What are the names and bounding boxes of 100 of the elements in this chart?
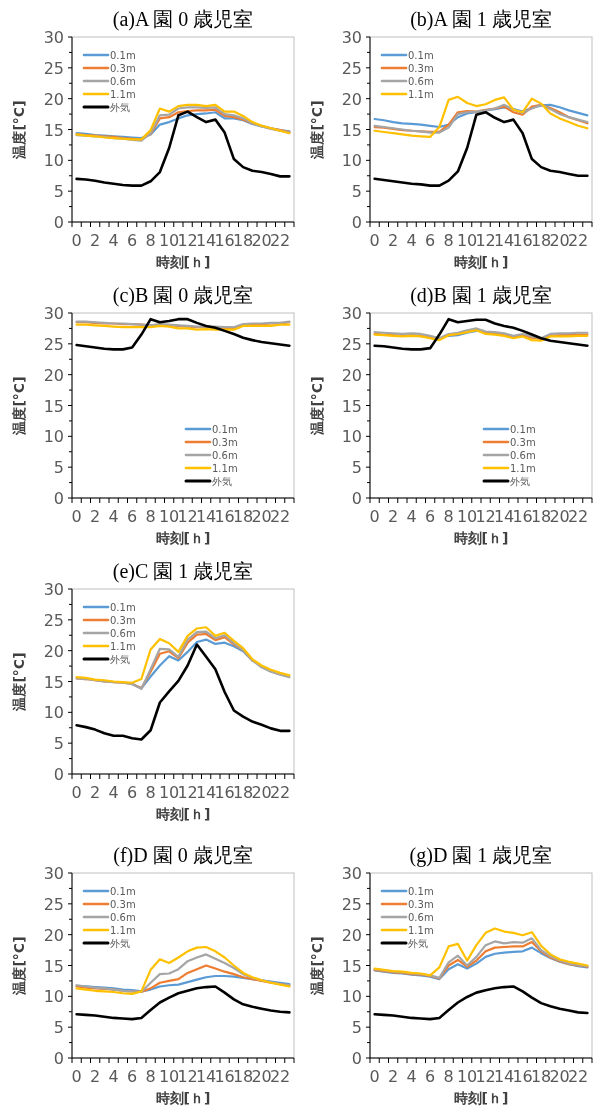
y-tick-label: 25 (341, 58, 362, 78)
x-axis-title: 時刻[ｈ] (155, 1090, 211, 1106)
x-tick-label: 8 (443, 1067, 454, 1086)
x-tick-label: 14 (195, 1067, 217, 1086)
y-tick-label: 20 (43, 925, 64, 945)
legend-label: 0.3m (212, 437, 238, 448)
y-tick-label: 30 (341, 864, 362, 883)
y-tick-label: 0 (351, 213, 362, 232)
y-tick-label: 0 (351, 489, 362, 508)
legend-label: 外気 (212, 476, 232, 487)
x-tick-label: 20 (251, 1067, 272, 1086)
x-tick-label: 14 (493, 507, 515, 526)
y-tick-label: 5 (53, 734, 64, 754)
line-series (75, 953, 291, 994)
x-tick-label: 16 (214, 231, 235, 250)
x-tick-label: 20 (549, 231, 570, 250)
x-tick-label: 12 (177, 783, 198, 802)
x-tick-label: 6 (127, 507, 138, 526)
x-tick-label: 6 (127, 783, 138, 802)
y-tick-label: 20 (43, 365, 64, 385)
legend-label: 0.1m (510, 424, 536, 435)
x-tick-label: 12 (177, 507, 198, 526)
y-tick-label: 15 (43, 672, 64, 692)
x-tick-label: 6 (127, 231, 138, 250)
x-tick-label: 12 (177, 231, 198, 250)
y-tick-label: 5 (53, 182, 64, 202)
chart-title: (a)A 園 0 歳児室 (112, 8, 254, 31)
y-tick-label: 15 (341, 956, 362, 976)
chart-title: (f)D 園 0 歳児室 (113, 844, 253, 867)
x-tick-label: 4 (406, 1067, 417, 1086)
y-tick-label: 10 (43, 151, 64, 171)
y-tick-label: 30 (341, 28, 362, 47)
x-tick-label: 8 (145, 1067, 156, 1086)
y-axis-title: 温度[°C] (309, 376, 325, 436)
chart-title: (c)B 園 0 歳児室 (112, 284, 254, 307)
legend-label: 外気 (110, 654, 130, 665)
x-tick-label: 16 (214, 783, 235, 802)
x-tick-label: 4 (108, 231, 119, 250)
x-tick-label: 10 (158, 1067, 180, 1086)
legend-label: 0.1m (110, 602, 136, 613)
legend-label: 1.1m (110, 641, 136, 652)
x-tick-label: 10 (456, 1067, 478, 1086)
x-tick-label: 2 (388, 1067, 399, 1086)
legend-label: 0.6m (110, 76, 136, 87)
y-tick-label: 30 (43, 304, 64, 323)
x-tick-label: 2 (388, 507, 399, 526)
x-tick-label: 14 (493, 231, 515, 250)
y-tick-label: 10 (341, 151, 362, 171)
x-axis-title: 時刻[ｈ] (155, 254, 211, 270)
chart-title: (g)D 園 1 歳児室 (409, 844, 553, 867)
legend-label: 1.1m (110, 89, 136, 100)
x-tick-label: 6 (425, 231, 436, 250)
y-tick-label: 10 (43, 427, 64, 447)
x-tick-label: 4 (108, 783, 119, 802)
x-tick-label: 0 (71, 1067, 82, 1086)
y-tick-label: 15 (341, 120, 362, 140)
x-tick-label: 16 (214, 507, 235, 526)
line-series (75, 630, 291, 690)
x-tick-label: 6 (425, 507, 436, 526)
y-tick-label: 20 (341, 89, 362, 109)
legend-label: 0.6m (212, 450, 238, 461)
x-tick-label: 0 (369, 231, 380, 250)
legend-label: 0.6m (110, 628, 136, 639)
legend-label: 0.3m (110, 63, 136, 74)
legend-label: 1.1m (110, 925, 136, 936)
x-tick-label: 4 (406, 231, 417, 250)
x-tick-label: 0 (71, 783, 82, 802)
x-tick-label: 20 (549, 507, 570, 526)
legend-label: 外気 (110, 102, 130, 113)
x-tick-label: 10 (158, 507, 180, 526)
chart-title: (e)C 園 1 歳児室 (112, 560, 254, 583)
y-tick-label: 30 (341, 304, 362, 323)
legend-label: 外気 (510, 476, 530, 487)
legend-label: 1.1m (408, 925, 434, 936)
x-tick-label: 0 (71, 231, 82, 250)
y-tick-label: 15 (43, 120, 64, 140)
x-tick-label: 8 (145, 231, 156, 250)
x-tick-label: 12 (177, 1067, 198, 1086)
y-tick-label: 10 (341, 427, 362, 447)
x-tick-label: 20 (251, 507, 272, 526)
line-series (75, 626, 291, 684)
x-tick-label: 8 (443, 507, 454, 526)
y-tick-label: 15 (43, 956, 64, 976)
x-tick-label: 2 (90, 507, 101, 526)
x-tick-label: 20 (549, 1067, 570, 1086)
line-series (75, 643, 291, 741)
x-tick-label: 8 (145, 783, 156, 802)
x-axis-title: 時刻[ｈ] (453, 530, 509, 546)
legend-label: 0.1m (110, 50, 136, 61)
y-axis-title: 温度[°C] (309, 936, 325, 996)
x-tick-label: 14 (195, 507, 217, 526)
y-tick-label: 30 (43, 28, 64, 47)
y-tick-label: 10 (43, 987, 64, 1007)
y-tick-label: 20 (43, 89, 64, 109)
y-axis-title: 温度[°C] (11, 936, 27, 996)
line-series (373, 927, 589, 977)
y-tick-label: 5 (53, 458, 64, 478)
y-axis-title: 温度[°C] (11, 652, 27, 712)
legend-label: 0.3m (408, 899, 434, 910)
x-tick-label: 0 (369, 1067, 380, 1086)
